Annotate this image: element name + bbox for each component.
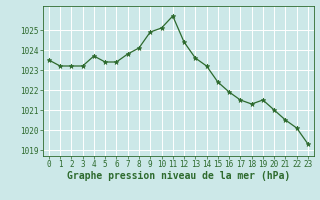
X-axis label: Graphe pression niveau de la mer (hPa): Graphe pression niveau de la mer (hPa) [67,171,290,181]
